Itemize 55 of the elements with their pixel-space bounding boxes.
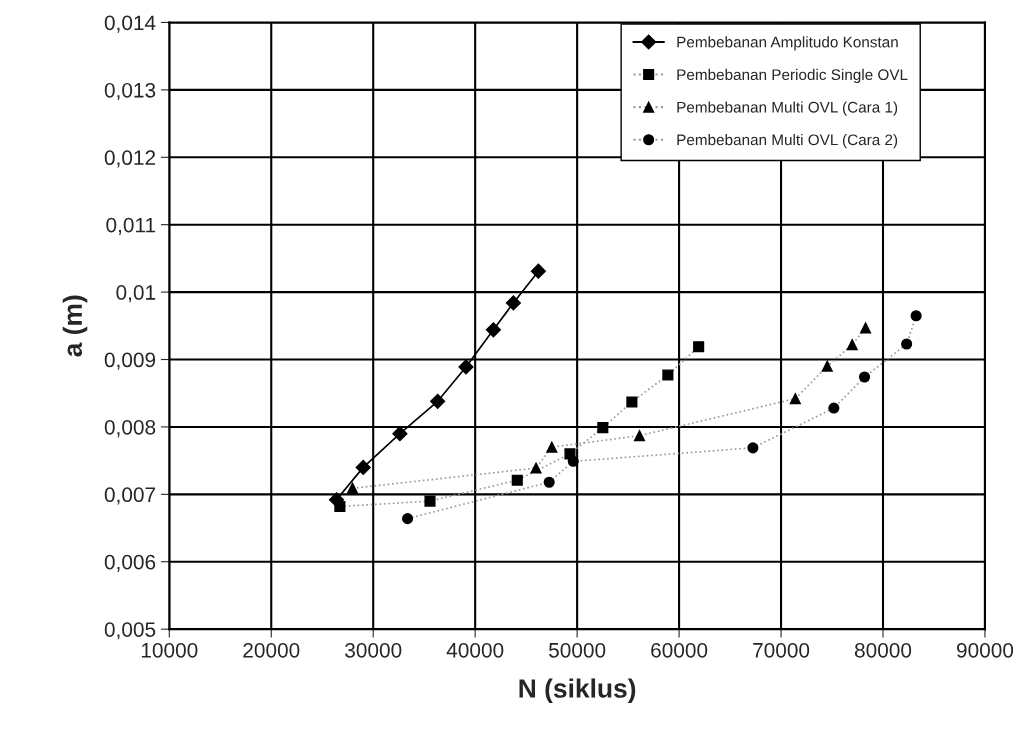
point <box>633 430 646 442</box>
point <box>910 310 922 322</box>
point <box>626 396 638 408</box>
point <box>747 442 759 454</box>
y-tick-label: 0,012 <box>104 150 156 168</box>
point <box>860 322 872 334</box>
point <box>530 263 546 279</box>
x-tick-label: 70000 <box>753 642 810 658</box>
y-tick-label: 0,009 <box>104 352 156 370</box>
point <box>828 402 840 414</box>
legend-label: Pembebanan Periodic Single OVL <box>677 68 908 84</box>
point <box>392 426 408 442</box>
x-tick-label: 80000 <box>854 642 912 658</box>
legend-label: Pembebanan Multi OVL (Cara 1) <box>677 101 898 116</box>
point <box>424 495 436 507</box>
point <box>597 422 609 434</box>
point <box>789 393 801 405</box>
point <box>821 360 833 372</box>
point <box>846 339 858 351</box>
point <box>567 455 579 467</box>
x-tick-label: 10000 <box>141 642 198 658</box>
x-axis-title: N (siklus) <box>519 678 636 704</box>
point <box>693 341 705 353</box>
point <box>546 441 558 453</box>
point <box>485 322 501 338</box>
point <box>901 338 913 350</box>
x-tick-label: 30000 <box>345 642 402 658</box>
point <box>346 482 359 494</box>
y-axis-title: a (m) <box>62 295 88 357</box>
point <box>334 500 346 513</box>
x-tick-label: 50000 <box>549 642 606 658</box>
y-tick-label: 0,008 <box>104 419 156 438</box>
y-tick-label: 0,007 <box>104 487 156 505</box>
x-tick-label: 60000 <box>651 642 708 658</box>
point <box>458 359 474 375</box>
point <box>430 393 446 409</box>
point <box>511 474 523 486</box>
legend-label: Pembebanan Amplitudo Konstan <box>677 36 898 51</box>
point <box>543 476 555 488</box>
point <box>505 295 521 311</box>
point <box>858 371 871 383</box>
point <box>402 513 414 525</box>
legend-label: Pembebanan Multi OVL (Cara 2) <box>677 133 898 149</box>
y-tick-label: 0,011 <box>106 217 156 235</box>
point <box>355 459 371 475</box>
y-tick-label: 0,013 <box>104 82 156 101</box>
y-tick-label: 0,014 <box>104 15 156 33</box>
point <box>662 369 674 381</box>
y-tick-label: 0,01 <box>116 285 156 303</box>
x-tick-label: 20000 <box>243 642 300 658</box>
y-tick-label: 0,006 <box>104 554 156 572</box>
y-tick-label: 0,005 <box>104 622 156 640</box>
x-tick-label: 40000 <box>446 642 504 658</box>
x-tick-label: 90000 <box>956 642 1014 658</box>
point <box>530 462 542 474</box>
